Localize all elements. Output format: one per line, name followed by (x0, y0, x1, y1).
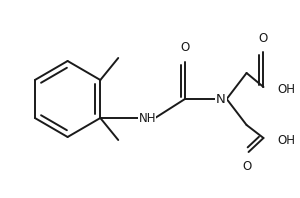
Text: OH: OH (278, 133, 296, 147)
Text: NH: NH (138, 111, 156, 125)
Text: N: N (216, 92, 226, 106)
Text: O: O (242, 160, 251, 173)
Text: OH: OH (278, 83, 296, 95)
Text: O: O (259, 32, 268, 45)
Text: O: O (180, 41, 190, 54)
